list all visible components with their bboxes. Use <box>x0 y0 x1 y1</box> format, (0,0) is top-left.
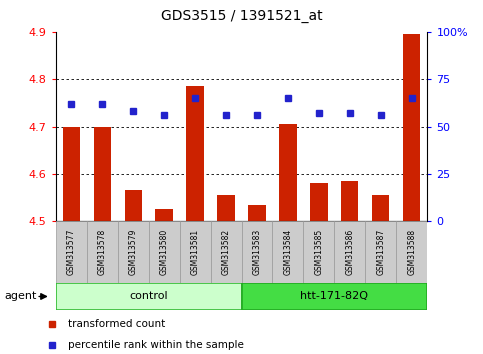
Bar <box>62 127 80 221</box>
Text: GSM313580: GSM313580 <box>159 229 169 275</box>
Text: GSM313588: GSM313588 <box>408 229 416 275</box>
Text: GSM313579: GSM313579 <box>128 229 138 275</box>
Bar <box>180 221 211 283</box>
Text: transformed count: transformed count <box>68 319 165 329</box>
Text: GSM313578: GSM313578 <box>98 229 107 275</box>
Text: GSM313577: GSM313577 <box>67 229 75 275</box>
Text: GSM313581: GSM313581 <box>190 229 199 275</box>
Bar <box>156 210 172 221</box>
Text: GSM313587: GSM313587 <box>376 229 385 275</box>
Text: GSM313584: GSM313584 <box>284 229 293 275</box>
Text: GSM313586: GSM313586 <box>345 229 355 275</box>
Bar <box>242 283 427 310</box>
Bar <box>117 221 149 283</box>
Bar <box>248 205 266 221</box>
Bar <box>303 221 334 283</box>
Text: percentile rank within the sample: percentile rank within the sample <box>68 340 244 350</box>
Text: GSM313582: GSM313582 <box>222 229 230 275</box>
Text: GDS3515 / 1391521_at: GDS3515 / 1391521_at <box>161 9 322 23</box>
Bar <box>86 221 117 283</box>
Text: GSM313585: GSM313585 <box>314 229 324 275</box>
Bar <box>397 221 427 283</box>
Bar <box>217 195 235 221</box>
Text: agent: agent <box>5 291 37 302</box>
Bar <box>403 34 421 221</box>
Bar <box>341 181 358 221</box>
Bar <box>280 124 297 221</box>
Text: GSM313583: GSM313583 <box>253 229 261 275</box>
Bar <box>242 221 272 283</box>
Bar <box>366 221 397 283</box>
Bar <box>211 221 242 283</box>
Bar <box>56 221 86 283</box>
Bar <box>125 190 142 221</box>
Bar <box>94 127 111 221</box>
Bar <box>272 221 303 283</box>
Bar <box>334 221 366 283</box>
Text: control: control <box>129 291 168 302</box>
Text: htt-171-82Q: htt-171-82Q <box>300 291 369 302</box>
Bar <box>56 283 242 310</box>
Bar <box>372 195 389 221</box>
Bar <box>186 86 203 221</box>
Bar <box>149 221 180 283</box>
Bar <box>311 183 327 221</box>
